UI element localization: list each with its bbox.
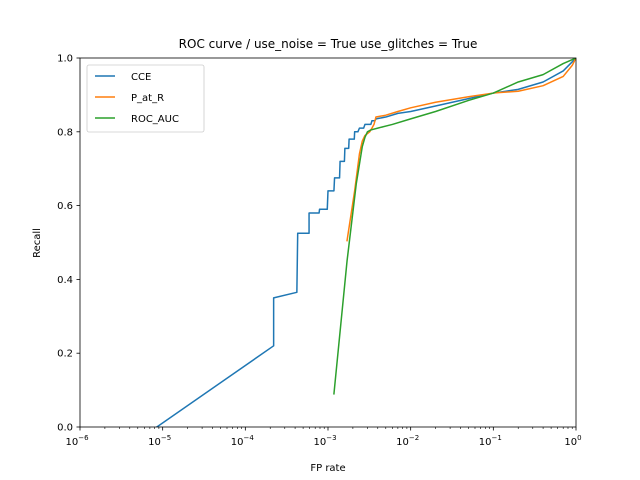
x-tick-label: 10−4: [231, 434, 255, 448]
chart-title: ROC curve / use_noise = True use_glitche…: [179, 37, 478, 51]
y-tick-label: 0.0: [57, 423, 73, 434]
x-axis-label: FP rate: [310, 463, 345, 474]
series-line-p-at-r: [346, 58, 576, 242]
x-tick-label: 10−6: [65, 434, 89, 448]
legend-label-p-at-r: P_at_R: [131, 93, 164, 104]
axes-layer: 10−6 10−5 10−4 10−3 10−2 10−1 100 0.0 0.2 0.4 0.6 0…: [57, 54, 582, 449]
y-tick-label: 0.4: [57, 275, 73, 286]
legend-box: [86, 64, 205, 133]
x-tick-label: 10−3: [313, 434, 336, 448]
legend-label-cce: CCE: [131, 72, 151, 83]
y-tick-label: 0.8: [57, 127, 73, 138]
legend: CCE P_at_R ROC_AUC: [86, 64, 205, 133]
series-line-cce: [155, 58, 576, 427]
series-layer: [155, 58, 576, 427]
y-tick-label: 1.0: [57, 54, 73, 65]
x-tick-label: 100: [564, 434, 581, 448]
x-tick-label: 10−1: [479, 434, 502, 448]
x-tick-label: 10−5: [148, 434, 171, 448]
series-line-roc-auc: [333, 58, 576, 395]
y-tick-label: 0.2: [57, 349, 73, 360]
y-axis-label: Recall: [32, 228, 43, 258]
x-tick-label: 10−2: [396, 434, 419, 448]
y-tick-label: 0.6: [57, 201, 73, 212]
legend-label-roc-auc: ROC_AUC: [131, 114, 179, 125]
